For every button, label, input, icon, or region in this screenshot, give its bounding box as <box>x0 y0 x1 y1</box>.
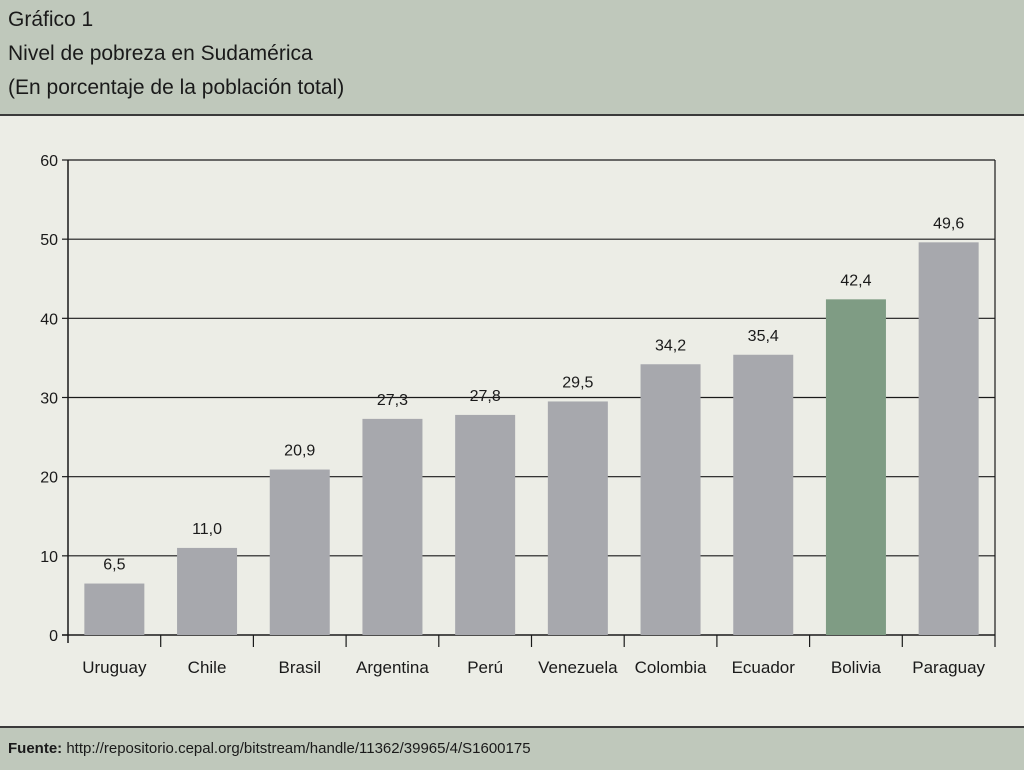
x-tick-label: Paraguay <box>912 658 985 677</box>
source-label: Fuente: <box>8 740 63 757</box>
bar-value-label: 49,6 <box>933 215 964 232</box>
bar-value-label: 27,3 <box>377 392 408 409</box>
source-note: Fuente: http://repositorio.cepal.org/bit… <box>8 740 531 757</box>
bar-venezuela <box>547 401 608 635</box>
x-tick-label: Brasil <box>278 658 321 677</box>
bar-chile <box>177 547 238 635</box>
bar-value-label: 35,4 <box>748 328 779 345</box>
y-tick-label: 40 <box>40 311 58 328</box>
bar-perú <box>455 414 516 635</box>
bar-value-label: 11,0 <box>192 521 222 538</box>
x-tick-label: Venezuela <box>538 658 618 677</box>
plot-area: 0 10 20 30 40 50 60 6,5 Uruguay 11,0 Chile 20,9 Bras… <box>0 116 1024 726</box>
bar-chart: 0 10 20 30 40 50 60 6,5 Uruguay 11,0 Chile 20,9 Bras… <box>40 153 996 677</box>
x-tick-label: Chile <box>188 658 227 677</box>
x-tick-label: Ecuador <box>732 658 796 677</box>
bar-bolivia <box>825 299 886 635</box>
y-tick-label: 0 <box>49 628 58 645</box>
bar-value-label: 29,5 <box>562 374 593 391</box>
bar-uruguay <box>84 583 145 635</box>
bar-paraguay <box>918 242 979 635</box>
chart-header: Gráfico 1 Nivel de pobreza en Sudamérica… <box>0 0 1024 116</box>
figure-number: Gráfico 1 <box>8 8 94 31</box>
source-url: http://repositorio.cepal.org/bitstream/h… <box>62 740 531 757</box>
bar-value-label: 27,8 <box>470 388 501 405</box>
y-tick-label: 20 <box>40 470 58 487</box>
bar-value-label: 6,5 <box>103 557 125 574</box>
bar-value-label: 34,2 <box>655 337 686 354</box>
y-tick-label: 30 <box>40 391 58 408</box>
bar-value-label: 42,4 <box>840 272 871 289</box>
bar-argentina <box>362 418 423 635</box>
x-tick-label: Uruguay <box>82 658 147 677</box>
x-tick-label: Colombia <box>635 658 707 677</box>
bar-brasil <box>269 469 330 635</box>
x-tick-label: Perú <box>467 658 503 677</box>
bar-ecuador <box>733 354 794 635</box>
x-tick-label: Argentina <box>356 658 429 677</box>
bar-value-label: 20,9 <box>284 443 315 460</box>
chart-subtitle: (En porcentaje de la población total) <box>8 76 345 99</box>
y-tick-label: 10 <box>40 549 58 566</box>
y-tick-label: 50 <box>40 232 58 249</box>
y-tick-label: 60 <box>40 153 58 170</box>
x-tick-label: Bolivia <box>831 658 882 677</box>
chart-footer: Fuente: http://repositorio.cepal.org/bit… <box>0 726 1024 770</box>
bar-colombia <box>640 364 701 635</box>
chart-title: Nivel de pobreza en Sudamérica <box>8 42 313 65</box>
